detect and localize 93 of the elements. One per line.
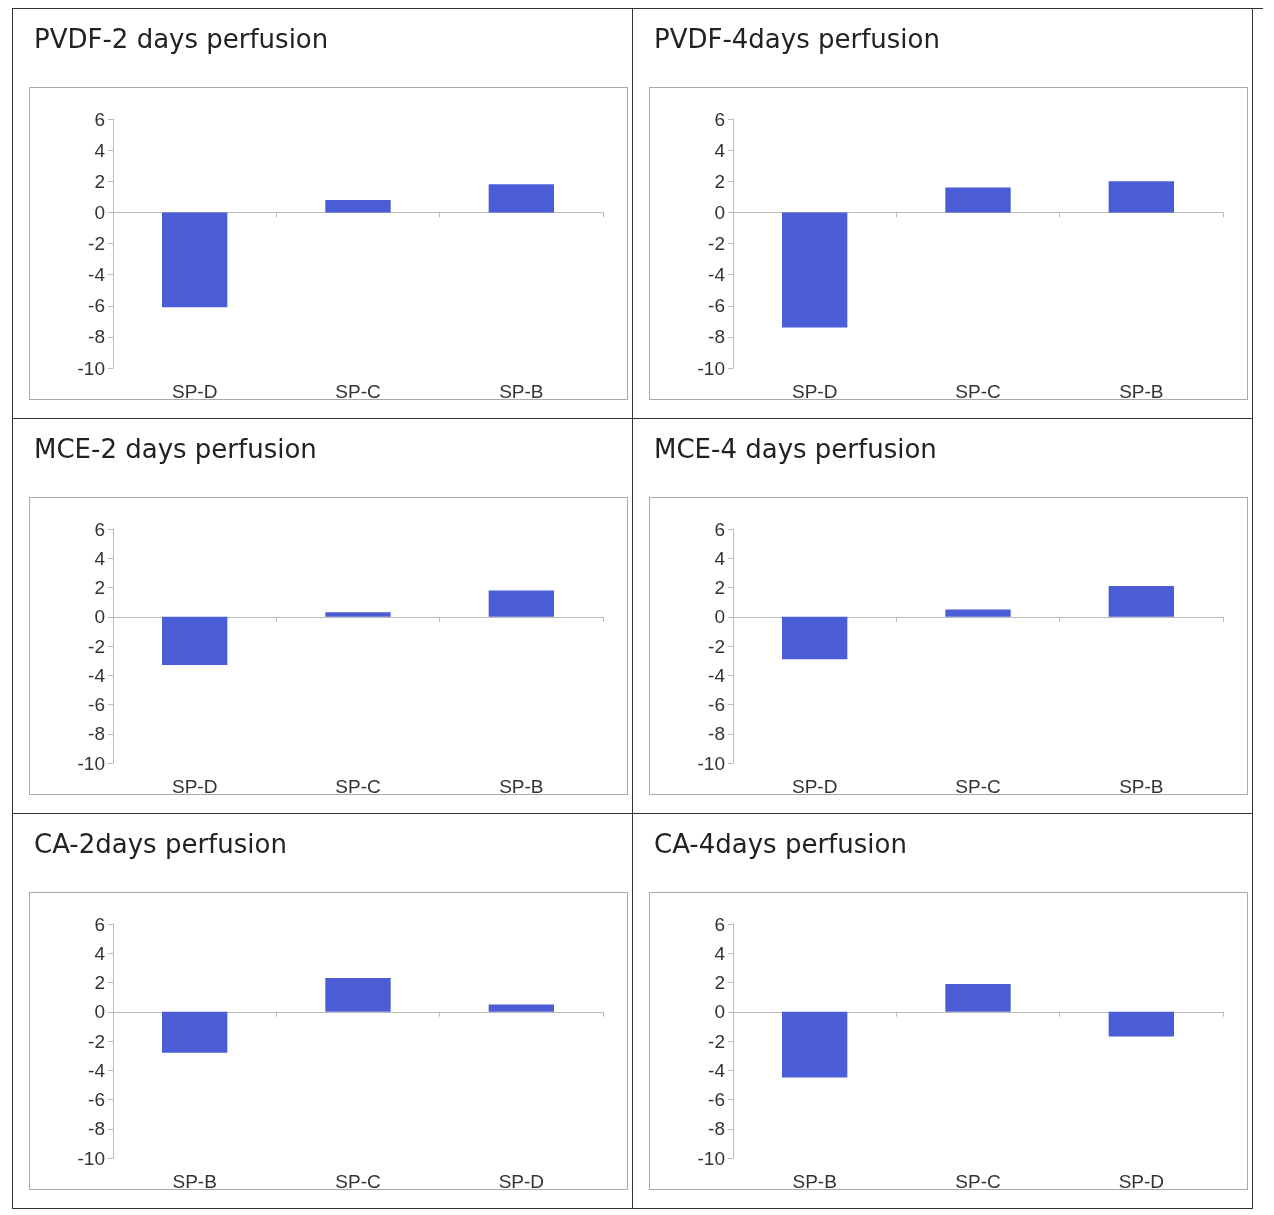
bar xyxy=(782,616,848,660)
bar xyxy=(945,187,1011,213)
y-tick-label: -10 xyxy=(77,1147,105,1169)
x-tick-label: SP-B xyxy=(499,381,544,402)
y-tick-label: 6 xyxy=(714,518,725,540)
y-tick-label: -4 xyxy=(88,664,106,686)
y-tick-label: -8 xyxy=(88,1118,105,1140)
y-tick-label: -4 xyxy=(708,1059,726,1081)
y-tick-label: -10 xyxy=(77,752,105,774)
y-tick-label: -4 xyxy=(708,664,726,686)
y-tick-label: 4 xyxy=(94,547,106,569)
y-tick-label: 2 xyxy=(714,577,725,598)
x-tick-label: SP-D xyxy=(1118,1171,1165,1192)
y-tick-label: 4 xyxy=(94,942,106,964)
y-tick-label: 4 xyxy=(714,547,726,569)
y-tick-label: 6 xyxy=(94,913,105,935)
y-tick-label: 6 xyxy=(714,913,725,935)
bar xyxy=(488,184,554,213)
bar xyxy=(325,978,391,1012)
bar xyxy=(162,616,228,666)
chart-title: PVDF-4days perfusion xyxy=(654,24,940,54)
y-tick-label: 0 xyxy=(94,201,105,223)
y-tick-label: -8 xyxy=(88,723,105,745)
x-tick-label: SP-B xyxy=(1119,776,1164,797)
y-tick-label: 4 xyxy=(714,139,726,161)
bar xyxy=(162,1011,228,1053)
y-tick-label: -10 xyxy=(697,357,725,379)
y-tick-label: -2 xyxy=(708,1030,725,1052)
y-tick-label: -2 xyxy=(708,233,725,254)
x-tick-label: SP-B xyxy=(499,776,544,797)
y-tick-label: -2 xyxy=(88,635,105,657)
bar xyxy=(325,199,391,213)
chart-title: PVDF-2 days perfusion xyxy=(34,24,329,54)
y-tick-label: 0 xyxy=(94,1001,105,1023)
x-tick-label: SP-D xyxy=(498,1171,545,1192)
x-tick-label: SP-C xyxy=(335,776,381,797)
chart-title: CA-4days perfusion xyxy=(654,829,907,859)
y-tick-label: -8 xyxy=(708,1118,725,1140)
y-tick-label: -6 xyxy=(88,1089,105,1110)
y-tick-label: -6 xyxy=(708,295,725,317)
y-tick-label: -10 xyxy=(697,1147,725,1169)
chart-title: CA-2days perfusion xyxy=(34,829,287,859)
x-tick-label: SP-D xyxy=(791,381,838,402)
x-tick-label: SP-C xyxy=(955,381,1001,402)
y-tick-label: 6 xyxy=(94,518,105,540)
y-tick-label: 2 xyxy=(94,170,105,192)
bar xyxy=(945,609,1011,617)
y-tick-label: 4 xyxy=(714,942,726,964)
y-tick-label: -6 xyxy=(708,694,725,715)
y-tick-label: -2 xyxy=(708,635,725,657)
y-tick-label: -8 xyxy=(88,326,105,348)
y-tick-label: 4 xyxy=(94,139,106,161)
bar xyxy=(782,212,848,328)
x-tick-label: SP-C xyxy=(955,1171,1001,1192)
y-tick-label: -6 xyxy=(88,694,105,715)
y-tick-label: 6 xyxy=(94,108,105,130)
y-tick-label: 2 xyxy=(714,170,725,192)
bar xyxy=(488,590,554,617)
chart-title: MCE-2 days perfusion xyxy=(34,434,317,464)
y-tick-label: -6 xyxy=(88,295,105,317)
bar xyxy=(1108,586,1174,617)
y-tick-label: -10 xyxy=(77,357,105,379)
x-tick-label: SP-D xyxy=(171,381,218,402)
x-tick-label: SP-B xyxy=(1119,381,1164,402)
y-tick-label: -4 xyxy=(708,264,726,286)
y-tick-label: 6 xyxy=(714,108,725,130)
x-tick-label: SP-C xyxy=(335,381,381,402)
bar xyxy=(488,1004,554,1012)
x-tick-label: SP-C xyxy=(335,1171,381,1192)
x-tick-label: SP-D xyxy=(171,776,218,797)
y-tick-label: -4 xyxy=(88,264,106,286)
bar xyxy=(162,212,228,308)
y-tick-label: -6 xyxy=(708,1089,725,1110)
y-tick-label: 0 xyxy=(714,201,725,223)
y-tick-label: -2 xyxy=(88,233,105,254)
y-tick-label: 2 xyxy=(94,972,105,993)
y-tick-label: -8 xyxy=(708,723,725,745)
x-tick-label: SP-C xyxy=(955,776,1001,797)
y-tick-label: -10 xyxy=(697,752,725,774)
y-tick-label: 2 xyxy=(714,972,725,993)
x-tick-label: SP-B xyxy=(172,1171,217,1192)
x-tick-label: SP-D xyxy=(791,776,838,797)
bar xyxy=(325,612,391,617)
chart-title: MCE-4 days perfusion xyxy=(654,434,937,464)
bar xyxy=(1108,181,1174,213)
y-tick-label: -4 xyxy=(88,1059,106,1081)
y-tick-label: 0 xyxy=(714,1001,725,1023)
y-tick-label: 0 xyxy=(94,606,105,628)
y-tick-label: 2 xyxy=(94,577,105,598)
y-tick-label: 0 xyxy=(714,606,725,628)
y-tick-label: -2 xyxy=(88,1030,105,1052)
y-tick-label: -8 xyxy=(708,326,725,348)
x-tick-label: SP-B xyxy=(792,1171,837,1192)
